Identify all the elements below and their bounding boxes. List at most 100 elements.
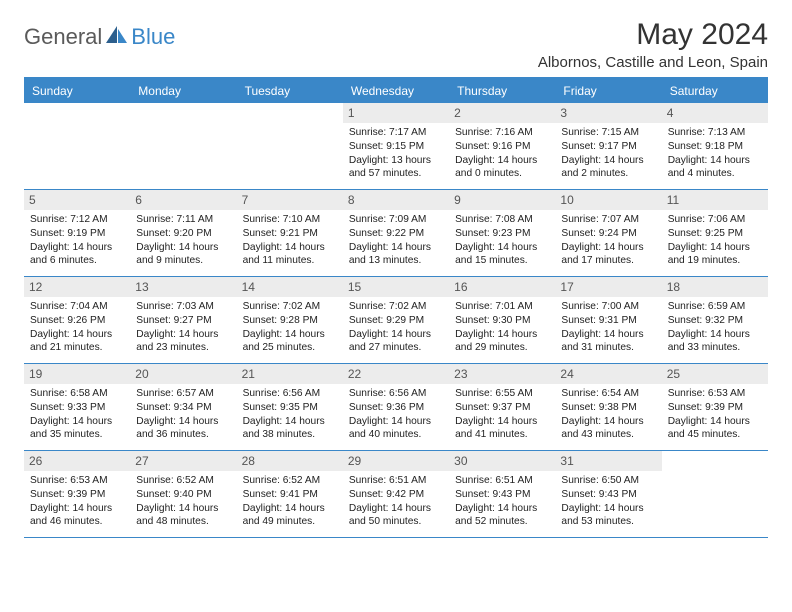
daylight-text: Daylight: 14 hours	[455, 328, 549, 342]
header: General Blue May 2024 Albornos, Castille…	[24, 18, 768, 71]
daylight-text: Daylight: 14 hours	[243, 415, 337, 429]
day-cell: 11Sunrise: 7:06 AMSunset: 9:25 PMDayligh…	[662, 190, 768, 276]
daylight-text: Daylight: 14 hours	[668, 241, 762, 255]
daylight-text: Daylight: 14 hours	[349, 328, 443, 342]
daylight-text: Daylight: 14 hours	[561, 415, 655, 429]
daylight-text: and 53 minutes.	[561, 515, 655, 529]
daylight-text: Daylight: 14 hours	[136, 502, 230, 516]
daylight-text: and 43 minutes.	[561, 428, 655, 442]
daylight-text: and 49 minutes.	[243, 515, 337, 529]
sunrise-text: Sunrise: 7:12 AM	[30, 213, 124, 227]
daylight-text: Daylight: 14 hours	[243, 328, 337, 342]
daylight-text: Daylight: 14 hours	[561, 241, 655, 255]
daylight-text: Daylight: 14 hours	[243, 502, 337, 516]
day-number: 9	[449, 190, 555, 210]
sunset-text: Sunset: 9:20 PM	[136, 227, 230, 241]
sunset-text: Sunset: 9:18 PM	[668, 140, 762, 154]
daylight-text: Daylight: 14 hours	[668, 154, 762, 168]
empty-cell	[237, 103, 343, 189]
sunrise-text: Sunrise: 6:53 AM	[668, 387, 762, 401]
sunset-text: Sunset: 9:43 PM	[561, 488, 655, 502]
daylight-text: Daylight: 14 hours	[136, 415, 230, 429]
weekday-header: Tuesday	[237, 79, 343, 103]
daylight-text: and 38 minutes.	[243, 428, 337, 442]
calendar-page: General Blue May 2024 Albornos, Castille…	[0, 0, 792, 548]
week-row: 12Sunrise: 7:04 AMSunset: 9:26 PMDayligh…	[24, 277, 768, 364]
day-number: 6	[130, 190, 236, 210]
weekday-header-row: SundayMondayTuesdayWednesdayThursdayFrid…	[24, 79, 768, 103]
sunrise-text: Sunrise: 6:54 AM	[561, 387, 655, 401]
sunrise-text: Sunrise: 7:09 AM	[349, 213, 443, 227]
sunset-text: Sunset: 9:19 PM	[30, 227, 124, 241]
sunrise-text: Sunrise: 6:55 AM	[455, 387, 549, 401]
daylight-text: and 40 minutes.	[349, 428, 443, 442]
daylight-text: and 17 minutes.	[561, 254, 655, 268]
sunrise-text: Sunrise: 7:06 AM	[668, 213, 762, 227]
daylight-text: Daylight: 14 hours	[30, 415, 124, 429]
day-number: 31	[555, 451, 661, 471]
day-number: 10	[555, 190, 661, 210]
logo-sail-icon	[106, 26, 128, 49]
sunrise-text: Sunrise: 6:51 AM	[455, 474, 549, 488]
daylight-text: and 21 minutes.	[30, 341, 124, 355]
daylight-text: Daylight: 14 hours	[136, 241, 230, 255]
day-number: 20	[130, 364, 236, 384]
daylight-text: Daylight: 14 hours	[668, 415, 762, 429]
sunrise-text: Sunrise: 7:13 AM	[668, 126, 762, 140]
day-cell: 6Sunrise: 7:11 AMSunset: 9:20 PMDaylight…	[130, 190, 236, 276]
weekday-header: Wednesday	[343, 79, 449, 103]
daylight-text: and 33 minutes.	[668, 341, 762, 355]
day-cell: 1Sunrise: 7:17 AMSunset: 9:15 PMDaylight…	[343, 103, 449, 189]
sunrise-text: Sunrise: 7:00 AM	[561, 300, 655, 314]
daylight-text: Daylight: 14 hours	[668, 328, 762, 342]
daylight-text: and 36 minutes.	[136, 428, 230, 442]
daylight-text: and 35 minutes.	[30, 428, 124, 442]
sunset-text: Sunset: 9:35 PM	[243, 401, 337, 415]
day-number: 16	[449, 277, 555, 297]
daylight-text: Daylight: 14 hours	[455, 154, 549, 168]
sunset-text: Sunset: 9:27 PM	[136, 314, 230, 328]
logo-text-general: General	[24, 24, 102, 50]
daylight-text: and 13 minutes.	[349, 254, 443, 268]
daylight-text: and 19 minutes.	[668, 254, 762, 268]
daylight-text: and 0 minutes.	[455, 167, 549, 181]
location-text: Albornos, Castille and Leon, Spain	[538, 54, 768, 71]
sunset-text: Sunset: 9:21 PM	[243, 227, 337, 241]
daylight-text: and 46 minutes.	[30, 515, 124, 529]
day-cell: 18Sunrise: 6:59 AMSunset: 9:32 PMDayligh…	[662, 277, 768, 363]
day-cell: 10Sunrise: 7:07 AMSunset: 9:24 PMDayligh…	[555, 190, 661, 276]
title-block: May 2024 Albornos, Castille and Leon, Sp…	[538, 18, 768, 71]
week-row: 19Sunrise: 6:58 AMSunset: 9:33 PMDayligh…	[24, 364, 768, 451]
sunset-text: Sunset: 9:34 PM	[136, 401, 230, 415]
day-cell: 24Sunrise: 6:54 AMSunset: 9:38 PMDayligh…	[555, 364, 661, 450]
daylight-text: and 57 minutes.	[349, 167, 443, 181]
sunset-text: Sunset: 9:39 PM	[30, 488, 124, 502]
sunrise-text: Sunrise: 7:04 AM	[30, 300, 124, 314]
day-cell: 19Sunrise: 6:58 AMSunset: 9:33 PMDayligh…	[24, 364, 130, 450]
day-cell: 7Sunrise: 7:10 AMSunset: 9:21 PMDaylight…	[237, 190, 343, 276]
daylight-text: and 6 minutes.	[30, 254, 124, 268]
daylight-text: Daylight: 13 hours	[349, 154, 443, 168]
day-cell: 26Sunrise: 6:53 AMSunset: 9:39 PMDayligh…	[24, 451, 130, 537]
sunset-text: Sunset: 9:15 PM	[349, 140, 443, 154]
daylight-text: Daylight: 14 hours	[455, 415, 549, 429]
day-number: 29	[343, 451, 449, 471]
sunrise-text: Sunrise: 6:50 AM	[561, 474, 655, 488]
daylight-text: Daylight: 14 hours	[561, 154, 655, 168]
sunset-text: Sunset: 9:38 PM	[561, 401, 655, 415]
daylight-text: and 25 minutes.	[243, 341, 337, 355]
logo: General Blue	[24, 24, 175, 50]
sunset-text: Sunset: 9:24 PM	[561, 227, 655, 241]
daylight-text: and 2 minutes.	[561, 167, 655, 181]
weekday-header: Sunday	[24, 79, 130, 103]
weekday-header: Thursday	[449, 79, 555, 103]
daylight-text: and 29 minutes.	[455, 341, 549, 355]
day-cell: 27Sunrise: 6:52 AMSunset: 9:40 PMDayligh…	[130, 451, 236, 537]
day-cell: 17Sunrise: 7:00 AMSunset: 9:31 PMDayligh…	[555, 277, 661, 363]
sunset-text: Sunset: 9:40 PM	[136, 488, 230, 502]
day-number: 15	[343, 277, 449, 297]
day-cell: 9Sunrise: 7:08 AMSunset: 9:23 PMDaylight…	[449, 190, 555, 276]
daylight-text: Daylight: 14 hours	[30, 502, 124, 516]
day-cell: 14Sunrise: 7:02 AMSunset: 9:28 PMDayligh…	[237, 277, 343, 363]
sunset-text: Sunset: 9:29 PM	[349, 314, 443, 328]
